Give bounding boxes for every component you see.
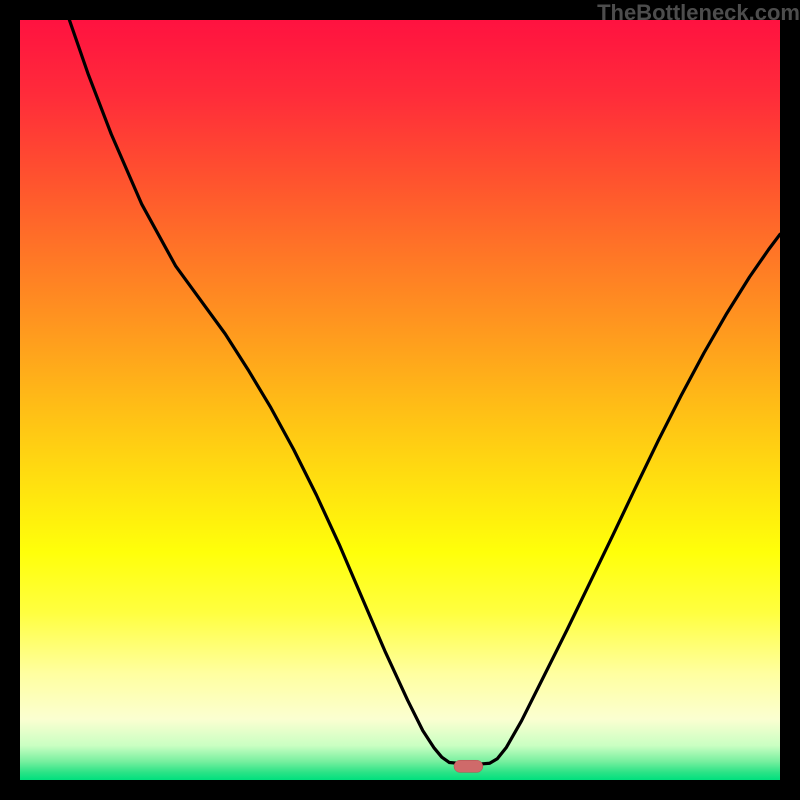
bottleneck-chart [20,20,780,780]
chart-frame: TheBottleneck.com [0,0,800,800]
optimal-marker [454,760,483,772]
watermark-text: TheBottleneck.com [597,0,800,26]
gradient-background [20,20,780,780]
